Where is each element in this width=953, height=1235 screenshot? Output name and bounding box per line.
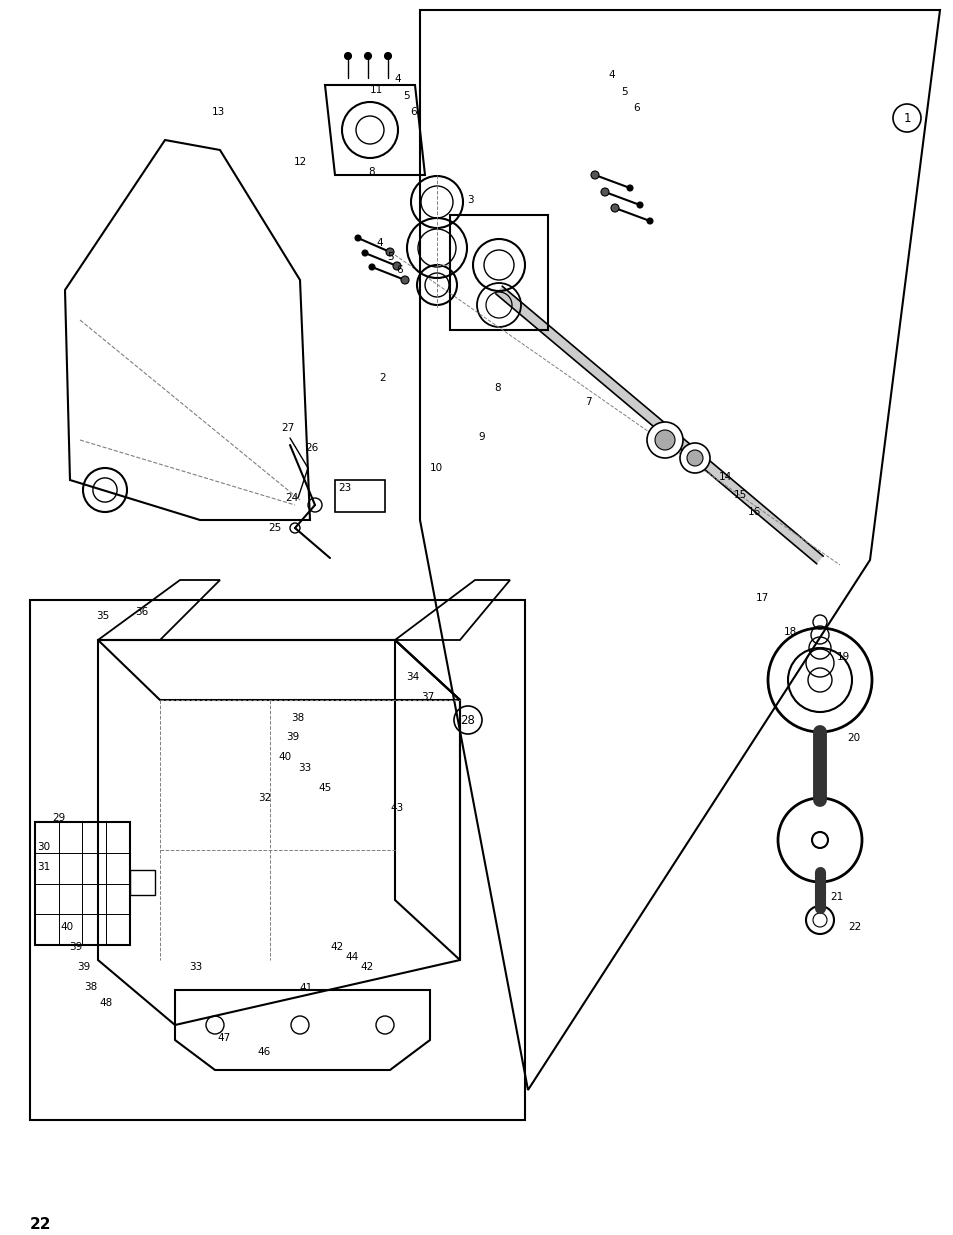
Text: 6: 6 (633, 103, 639, 112)
Text: 41: 41 (299, 983, 313, 993)
Text: 32: 32 (258, 793, 272, 803)
Text: 44: 44 (345, 952, 358, 962)
Text: 46: 46 (257, 1047, 271, 1057)
Circle shape (355, 235, 360, 241)
Circle shape (637, 203, 642, 207)
Text: 39: 39 (77, 962, 91, 972)
Circle shape (369, 264, 375, 270)
Circle shape (384, 53, 391, 59)
Text: 31: 31 (37, 862, 51, 872)
Text: 34: 34 (406, 672, 419, 682)
Circle shape (626, 185, 633, 191)
Circle shape (600, 188, 608, 196)
Polygon shape (496, 287, 822, 564)
Text: 29: 29 (52, 813, 66, 823)
Text: 11: 11 (369, 85, 382, 95)
Circle shape (364, 53, 371, 59)
Circle shape (590, 170, 598, 179)
Text: 45: 45 (318, 783, 332, 793)
Circle shape (386, 248, 394, 256)
Text: 18: 18 (782, 627, 796, 637)
Circle shape (400, 275, 409, 284)
Circle shape (344, 53, 351, 59)
Text: 20: 20 (846, 734, 860, 743)
Text: 30: 30 (37, 842, 51, 852)
Text: 17: 17 (755, 593, 768, 603)
Text: 24: 24 (285, 493, 298, 503)
Text: 12: 12 (294, 157, 306, 167)
Text: 2: 2 (379, 373, 386, 383)
Text: 36: 36 (135, 606, 149, 618)
Text: 48: 48 (99, 998, 112, 1008)
Text: 39: 39 (70, 942, 83, 952)
Text: 6: 6 (410, 107, 416, 117)
Text: 23: 23 (338, 483, 352, 493)
Text: 43: 43 (390, 803, 403, 813)
Text: 27: 27 (281, 424, 294, 433)
Text: 7: 7 (584, 396, 591, 408)
Text: 19: 19 (836, 652, 849, 662)
Text: 4: 4 (376, 238, 383, 248)
Text: 47: 47 (217, 1032, 231, 1044)
Text: 10: 10 (429, 463, 442, 473)
Text: 33: 33 (190, 962, 202, 972)
Text: 5: 5 (387, 252, 394, 262)
Text: 16: 16 (746, 508, 760, 517)
Circle shape (679, 443, 709, 473)
Text: 6: 6 (396, 266, 403, 275)
Circle shape (646, 422, 682, 458)
Text: 8: 8 (368, 167, 375, 177)
Text: 42: 42 (330, 942, 343, 952)
Text: 37: 37 (421, 692, 435, 701)
Text: 15: 15 (733, 490, 746, 500)
Text: 22: 22 (30, 1218, 51, 1233)
Circle shape (655, 430, 675, 450)
Text: 21: 21 (829, 892, 842, 902)
Text: 4: 4 (395, 74, 401, 84)
Text: 8: 8 (495, 383, 500, 393)
Text: 25: 25 (268, 522, 281, 534)
Text: 4: 4 (608, 70, 615, 80)
Circle shape (610, 204, 618, 212)
Text: 40: 40 (278, 752, 292, 762)
Text: 33: 33 (298, 763, 312, 773)
Text: 5: 5 (621, 86, 628, 98)
Text: 13: 13 (212, 107, 224, 117)
Text: 28: 28 (460, 714, 475, 726)
Text: 14: 14 (718, 472, 731, 482)
Circle shape (361, 249, 368, 256)
Text: 35: 35 (96, 611, 110, 621)
Text: 38: 38 (84, 982, 97, 992)
Text: 3: 3 (466, 195, 473, 205)
Text: 26: 26 (305, 443, 318, 453)
Text: 22: 22 (847, 923, 861, 932)
Text: 42: 42 (360, 962, 374, 972)
Text: 9: 9 (478, 432, 485, 442)
Circle shape (686, 450, 702, 466)
Text: 38: 38 (291, 713, 304, 722)
Text: 1: 1 (902, 111, 910, 125)
Circle shape (646, 219, 652, 224)
Circle shape (393, 262, 400, 270)
Text: 40: 40 (60, 923, 73, 932)
Text: 39: 39 (286, 732, 299, 742)
Text: 5: 5 (403, 91, 410, 101)
